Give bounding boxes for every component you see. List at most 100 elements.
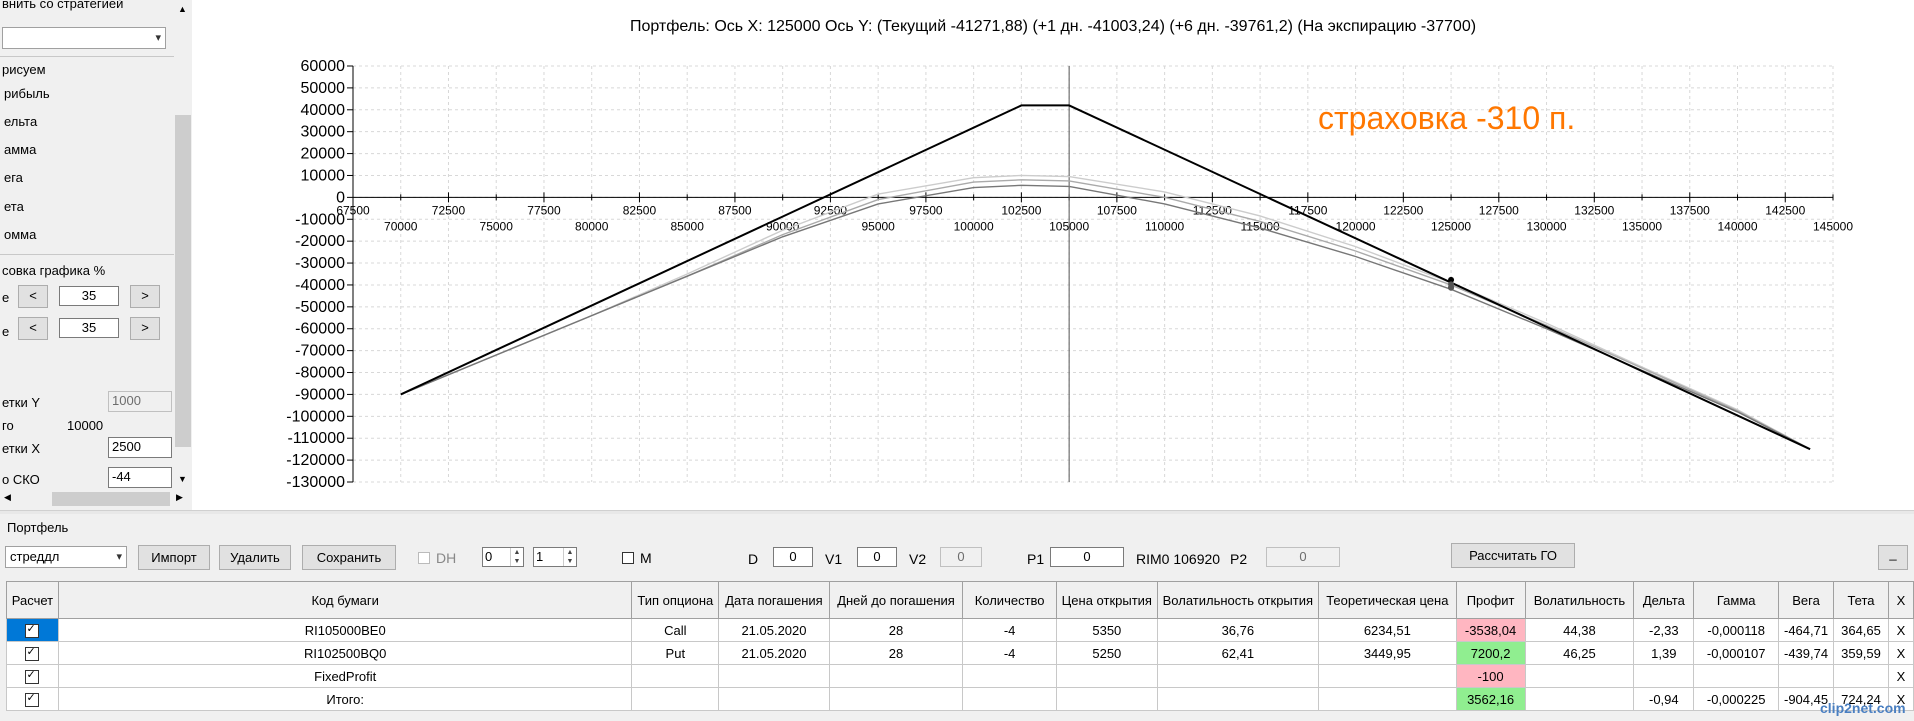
table-row[interactable]: RI105000BE0Call21.05.202028-4535036,7662…: [6, 618, 1914, 642]
strategy-select[interactable]: стреддл ▾: [5, 546, 127, 568]
spin-arrows-icon[interactable]: ▲ ▼: [510, 548, 523, 566]
cell-qty: -4: [962, 641, 1058, 665]
col-qty[interactable]: Количество: [962, 581, 1058, 619]
col-profit[interactable]: Профит: [1455, 581, 1526, 619]
col-vol-open[interactable]: Волатильность открытия: [1156, 581, 1320, 619]
cell-vega: [1778, 664, 1835, 688]
scroll-thumb[interactable]: [175, 115, 191, 447]
payoff-chart: 6000050000400003000020000100000-10000-20…: [286, 58, 1853, 491]
delete-button[interactable]: Удалить: [219, 545, 291, 570]
cell-days: [828, 664, 964, 688]
col-price[interactable]: Цена открытия: [1056, 581, 1158, 619]
chevron-down-icon[interactable]: ▼: [178, 474, 187, 484]
col-date[interactable]: Дата погашения: [718, 581, 830, 619]
v1-input[interactable]: 0: [857, 547, 897, 567]
chevron-up-icon[interactable]: ▲: [178, 4, 187, 14]
x-tick-label: 142500: [1765, 203, 1805, 217]
table-row[interactable]: FixedProfit -100 X: [6, 664, 1914, 688]
compare-strategy-select[interactable]: ▾: [2, 27, 166, 49]
scroll-thumb[interactable]: [52, 492, 170, 506]
col-vol[interactable]: Волатильность: [1524, 581, 1635, 619]
x-tick-label: 135000: [1622, 219, 1662, 233]
col-theo[interactable]: Теоретическая цена: [1318, 581, 1457, 619]
splitter[interactable]: [0, 510, 1914, 515]
chart-markers: [1448, 276, 1455, 291]
col-remove[interactable]: X: [1887, 581, 1914, 619]
calc-checkbox[interactable]: [25, 691, 40, 707]
import-button[interactable]: Импорт: [138, 545, 210, 570]
x-tick-label: 145000: [1813, 219, 1853, 233]
cell-type: Put: [631, 641, 720, 665]
calculate-go-button[interactable]: Рассчитать ГО: [1451, 543, 1575, 568]
d-input[interactable]: 0: [773, 547, 813, 567]
draw-delta-option[interactable]: ельта: [4, 114, 38, 129]
y-tick-label: 40000: [301, 102, 346, 119]
cell-price: [1056, 687, 1158, 711]
calc-checkbox-cell[interactable]: [6, 618, 59, 642]
grid-x-input[interactable]: 2500: [108, 437, 172, 458]
cell-theo: 6234,51: [1318, 618, 1457, 642]
remove-row-button[interactable]: X: [1887, 664, 1914, 688]
scale-row2-increase-button[interactable]: >: [130, 317, 160, 340]
col-days[interactable]: Дней до погашения: [828, 581, 964, 619]
cell-delta: [1633, 664, 1695, 688]
m-checkbox[interactable]: [622, 552, 634, 564]
col-gamma[interactable]: Гамма: [1693, 581, 1780, 619]
cell-code: RI102500BQ0: [57, 641, 633, 665]
scale-row1-increase-button[interactable]: >: [130, 285, 160, 308]
p1-label: P1: [1027, 551, 1045, 567]
calc-checkbox[interactable]: [25, 645, 40, 661]
calc-checkbox-cell[interactable]: [6, 664, 59, 688]
x-tick-label: 130000: [1527, 219, 1567, 233]
col-type[interactable]: Тип опциона: [631, 581, 720, 619]
spin-arrows-icon[interactable]: ▲ ▼: [563, 548, 576, 566]
y-tick-label: 50000: [301, 80, 346, 97]
col-vega[interactable]: Вега: [1778, 581, 1835, 619]
col-delta[interactable]: Дельта: [1633, 581, 1695, 619]
p1-input[interactable]: 0: [1050, 547, 1124, 567]
table-row[interactable]: RI102500BQ0Put21.05.202028-4525062,41344…: [6, 641, 1914, 665]
remove-row-button[interactable]: X: [1887, 641, 1914, 665]
v2-input: 0: [940, 547, 982, 567]
scale-row1-decrease-button[interactable]: <: [18, 285, 48, 308]
x-tick-label: 77500: [527, 203, 561, 217]
cell-days: 28: [828, 641, 964, 665]
draw-theta-option[interactable]: ета: [4, 199, 24, 214]
minimize-button[interactable]: _: [1878, 545, 1908, 570]
x-tick-label: 120000: [1336, 219, 1376, 233]
x-tick-label: 102500: [1001, 203, 1041, 217]
col-code[interactable]: Код бумаги: [57, 581, 633, 619]
calc-checkbox-cell[interactable]: [6, 641, 59, 665]
table-row[interactable]: Итого: 3562,16 -0,94-0,000225-904,45724,24…: [6, 687, 1914, 711]
draw-profit-option[interactable]: рибыль: [4, 86, 50, 101]
x-tick-label: 100000: [954, 219, 994, 233]
watermark-logo: clip2net.com: [1820, 700, 1906, 716]
chevron-right-icon[interactable]: ▶: [176, 492, 183, 502]
scale-row2-input[interactable]: 35: [59, 318, 119, 338]
spin-input-2[interactable]: 1 ▲ ▼: [533, 547, 577, 567]
vertical-scrollbar[interactable]: ▲ ▼: [174, 0, 192, 490]
calc-checkbox[interactable]: [25, 622, 40, 638]
chevron-left-icon[interactable]: ◀: [4, 492, 11, 502]
cell-vega: -439,74: [1778, 641, 1835, 665]
v1-label: V1: [825, 551, 843, 567]
draw-gamma-option[interactable]: амма: [4, 142, 37, 157]
spin-input-1[interactable]: 0 ▲ ▼: [482, 547, 524, 567]
calc-checkbox[interactable]: [25, 668, 40, 684]
cell-price: 5350: [1056, 618, 1158, 642]
horizontal-scrollbar[interactable]: ◀ ▶: [0, 490, 192, 508]
col-calc[interactable]: Расчет: [6, 581, 59, 619]
draw-vomma-option[interactable]: омма: [4, 227, 37, 242]
value-marker: [1448, 276, 1455, 283]
remove-row-button[interactable]: X: [1887, 618, 1914, 642]
cell-theo: [1318, 664, 1457, 688]
remove-row-button[interactable]: X: [1887, 687, 1914, 711]
scale-row1-input[interactable]: 35: [59, 286, 119, 306]
calc-checkbox-cell[interactable]: [6, 687, 59, 711]
col-theta[interactable]: Тета: [1833, 581, 1889, 619]
save-button[interactable]: Сохранить: [302, 545, 396, 570]
scale-row2-decrease-button[interactable]: <: [18, 317, 48, 340]
draw-vega-option[interactable]: ега: [4, 170, 23, 185]
sko-input[interactable]: -44: [108, 467, 172, 488]
x-tick-label: 117500: [1288, 203, 1327, 217]
